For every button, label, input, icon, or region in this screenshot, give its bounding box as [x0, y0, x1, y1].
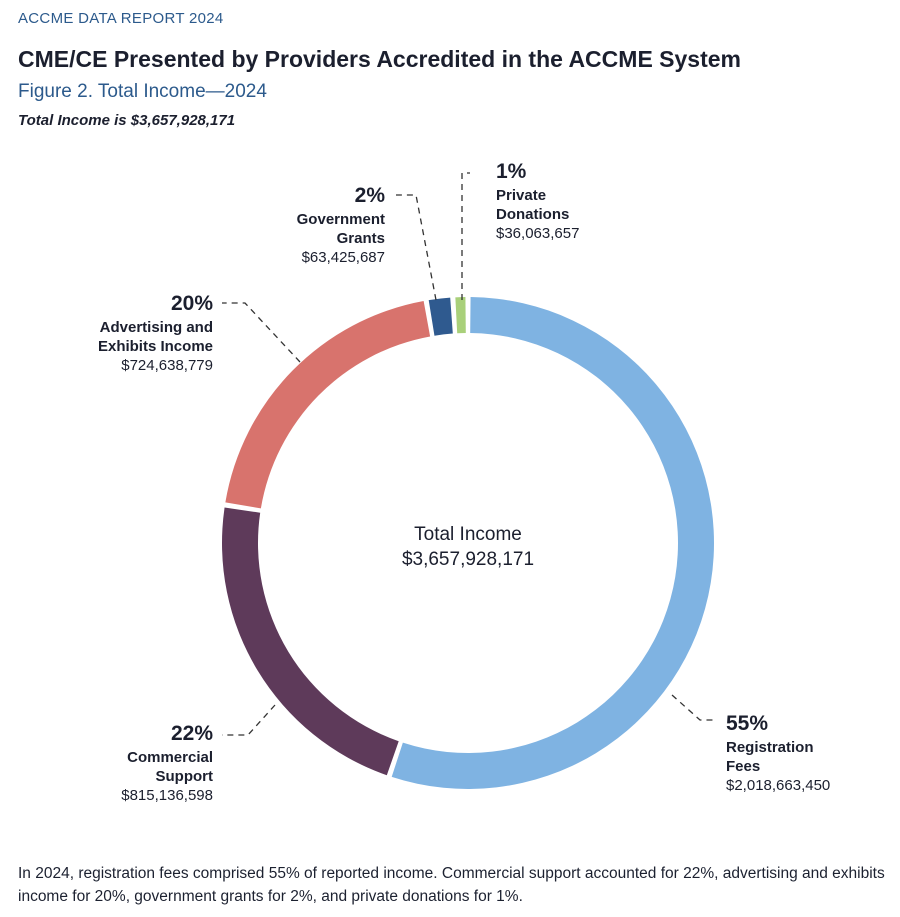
slice-name-commercial-support: Support	[156, 768, 214, 785]
percent-label-registration-fees: 55%	[726, 712, 768, 735]
leader-line-government-grants	[396, 194, 437, 301]
leader-line-registration-fees	[671, 694, 716, 721]
slice-labels: 55% Registration Fees $2,018,663,450 22% Comm…	[98, 160, 830, 804]
slice-name-registration-fees: Fees	[726, 758, 760, 775]
donut-slice-advertising-and-exhibits-income	[225, 301, 431, 509]
total-income-note: Total Income is $3,657,928,171	[18, 112, 236, 129]
slice-name-private-donations: Private	[496, 187, 546, 204]
slice-amount-registration-fees: $2,018,663,450	[726, 777, 830, 794]
leader-line-private-donations	[461, 172, 470, 300]
leader-line-advertising-and-exhibits-income	[222, 302, 301, 363]
donut-chart: 55% Registration Fees $2,018,663,450 22% Comm…	[98, 160, 830, 804]
donut-slice-government-grants	[428, 297, 453, 336]
slice-amount-government-grants: $63,425,687	[302, 249, 385, 266]
percent-label-government-grants: 2%	[355, 184, 386, 207]
slice-amount-private-donations: $36,063,657	[496, 225, 579, 242]
donut-slice-commercial-support	[221, 507, 399, 776]
slice-amount-advertising-and-exhibits-income: $724,638,779	[121, 357, 213, 374]
slice-amount-commercial-support: $815,136,598	[121, 787, 213, 804]
leader-line-commercial-support	[222, 704, 276, 736]
center-label: Total Income	[414, 524, 522, 545]
slice-name-government-grants: Grants	[337, 230, 385, 247]
chart-caption: In 2024, registration fees comprised 55%…	[18, 865, 885, 905]
page-title: CME/CE Presented by Providers Accredited…	[18, 46, 741, 72]
percent-label-private-donations: 1%	[496, 160, 527, 183]
figure-subtitle: Figure 2. Total Income—2024	[18, 81, 267, 102]
center-value: $3,657,928,171	[402, 549, 534, 570]
slice-name-private-donations: Donations	[496, 206, 569, 223]
percent-label-commercial-support: 22%	[171, 722, 213, 745]
donut-slice-private-donations	[455, 297, 466, 334]
percent-label-advertising-and-exhibits-income: 20%	[171, 292, 213, 315]
leader-lines	[222, 172, 716, 736]
slice-name-registration-fees: Registration	[726, 739, 814, 756]
slice-name-commercial-support: Commercial	[127, 749, 213, 766]
donut-slices	[221, 297, 714, 789]
slice-name-government-grants: Government	[297, 211, 385, 228]
slice-name-advertising-and-exhibits-income: Advertising and	[100, 319, 213, 336]
slice-name-advertising-and-exhibits-income: Exhibits Income	[98, 338, 213, 355]
report-label: ACCME DATA REPORT 2024	[18, 10, 224, 27]
